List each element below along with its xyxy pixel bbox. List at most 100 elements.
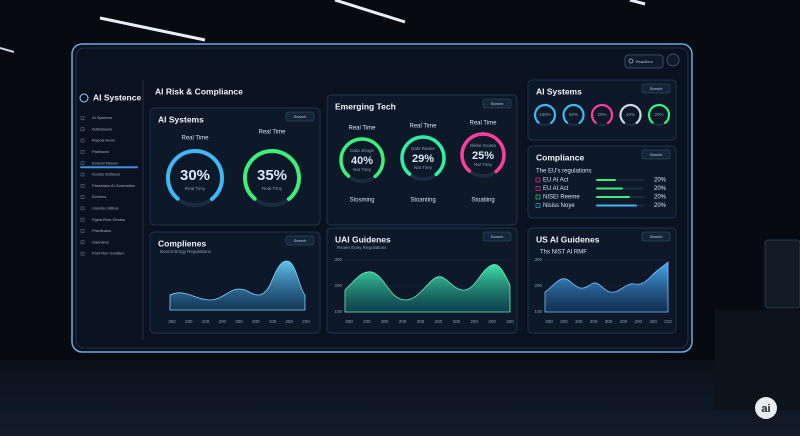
sidebar-item[interactable]: Pranfloans: [92, 228, 111, 233]
gauge-caption: Real Time: [181, 136, 209, 142]
x-label: 210: [664, 319, 672, 324]
sidebar-item[interactable]: Pgsid Rcsr Girsins: [92, 217, 125, 222]
gauge-caption: Real Time: [409, 124, 437, 130]
sidebar-item[interactable]: Paraelasn Al Gomnsties: [92, 183, 135, 188]
x-label: 200: [470, 319, 478, 324]
search-button[interactable]: [285, 111, 315, 122]
sidebar-item[interactable]: Post Rsn Goridlen: [92, 251, 124, 256]
panel-title: Emerging Tech: [335, 101, 396, 111]
search-button[interactable]: [482, 231, 512, 242]
gauge-label: Real Timy: [185, 186, 206, 191]
sidebar-icon: [80, 150, 85, 154]
gauge-top: Data Jlsogs: [350, 148, 374, 153]
gauge-arc: [460, 132, 506, 178]
button-label: Search: [650, 86, 663, 91]
x-label: 300: [575, 319, 583, 324]
sidebar-icon: [80, 116, 85, 120]
button-label: Search: [294, 238, 307, 243]
row-value: 20%: [654, 178, 667, 184]
search-button[interactable]: [285, 235, 315, 246]
ceiling-light: [99, 16, 206, 42]
row-bar: [596, 187, 623, 190]
sidebar-icon: [80, 172, 85, 177]
panel-title: UAI Guidenes: [335, 234, 391, 244]
area-chart: [169, 260, 306, 311]
panel-title: US AI Guidenes: [536, 234, 600, 244]
gauge-caption: Real Time: [469, 121, 497, 127]
panel: [527, 145, 677, 219]
area: [344, 264, 511, 313]
gauge-footer: Stoanting: [410, 198, 435, 204]
x-label: 200: [506, 319, 514, 324]
search-box[interactable]: [624, 54, 664, 69]
watermark-badge: [755, 397, 777, 419]
y-label: 100: [334, 309, 342, 314]
sidebar-icon: [80, 184, 85, 188]
sidebar-icon: [80, 127, 85, 132]
search-button[interactable]: [482, 98, 512, 109]
gauge-label: Nat Tirey: [353, 167, 372, 172]
gauge-footer: Stosming: [349, 198, 374, 204]
y-label: 200: [534, 283, 542, 288]
sidebar-item[interactable]: Uosvtec Alttres: [92, 205, 119, 210]
x-label: 200: [363, 319, 371, 324]
row-value: 20%: [654, 203, 667, 209]
side-monitor: [764, 239, 800, 309]
gauge-arc: [400, 135, 446, 181]
gauge-arc: [562, 103, 585, 127]
floor: [0, 360, 800, 436]
x-label: 200: [560, 319, 568, 324]
search-button[interactable]: [641, 231, 671, 242]
gauge-label: Real Timy: [262, 186, 283, 191]
watermark: ai: [761, 403, 770, 415]
sidebar-item[interactable]: AI Systems: [92, 115, 112, 120]
sidebar-item[interactable]: Rupois Aoxis: [92, 138, 115, 143]
x-label: 300: [381, 319, 389, 324]
sidebar-item[interactable]: Addsdaons: [92, 126, 112, 131]
gauge-arc: [647, 103, 671, 127]
sidebar-icon: [80, 195, 85, 199]
search-button[interactable]: [641, 149, 671, 160]
sidebar-item[interactable]: Evsionl Rksem: [92, 160, 119, 165]
sidebar-item[interactable]: Partfaons: [92, 149, 109, 154]
panel-title: AI Systems: [536, 86, 582, 96]
panel-subtitle: Rsoen Eoey Regulations: [337, 245, 387, 250]
panel: [527, 79, 677, 141]
gauge-top: Dikke Sroeta: [470, 143, 496, 148]
sidebar-item[interactable]: Evelees: [92, 194, 106, 199]
download-button[interactable]: [666, 53, 680, 67]
area: [169, 260, 306, 311]
ceiling-light: [334, 0, 406, 24]
mini-gauge-value: 20%: [654, 112, 663, 117]
button-label: Search: [294, 114, 307, 119]
panel: [326, 94, 518, 226]
row-bar: [596, 204, 637, 207]
logo: [79, 93, 89, 103]
button-label: Search: [491, 234, 504, 239]
x-label: 200: [634, 319, 642, 324]
sidebar-item[interactable]: Aooiss Ibsfbsos: [92, 172, 120, 177]
panel: [149, 107, 321, 226]
gauge-arc: [243, 149, 302, 207]
x-label: 300: [235, 319, 243, 324]
y-label: 200: [334, 283, 342, 288]
gauge-arc: [533, 103, 557, 127]
x-label: 300: [649, 319, 657, 324]
row-icon: [535, 177, 541, 183]
x-label: 200: [399, 319, 407, 324]
mini-gauge-value: 100%: [539, 112, 551, 117]
row-label: Nisiss Noye: [543, 203, 575, 209]
gauge-arc: [590, 103, 614, 127]
screen-inner: [75, 47, 689, 349]
gauge-value: 40%: [351, 155, 373, 167]
x-label: 200: [488, 319, 496, 324]
row-bar: [596, 196, 630, 198]
row-icon: [535, 186, 541, 191]
sidebar-item[interactable]: Daanlens: [92, 239, 109, 244]
row-label: EU AI Act: [543, 178, 569, 184]
button-label: Search: [491, 101, 504, 106]
area: [544, 261, 669, 313]
gauge-top: Dakt Reaee: [411, 146, 435, 151]
search-button[interactable]: [641, 83, 671, 94]
